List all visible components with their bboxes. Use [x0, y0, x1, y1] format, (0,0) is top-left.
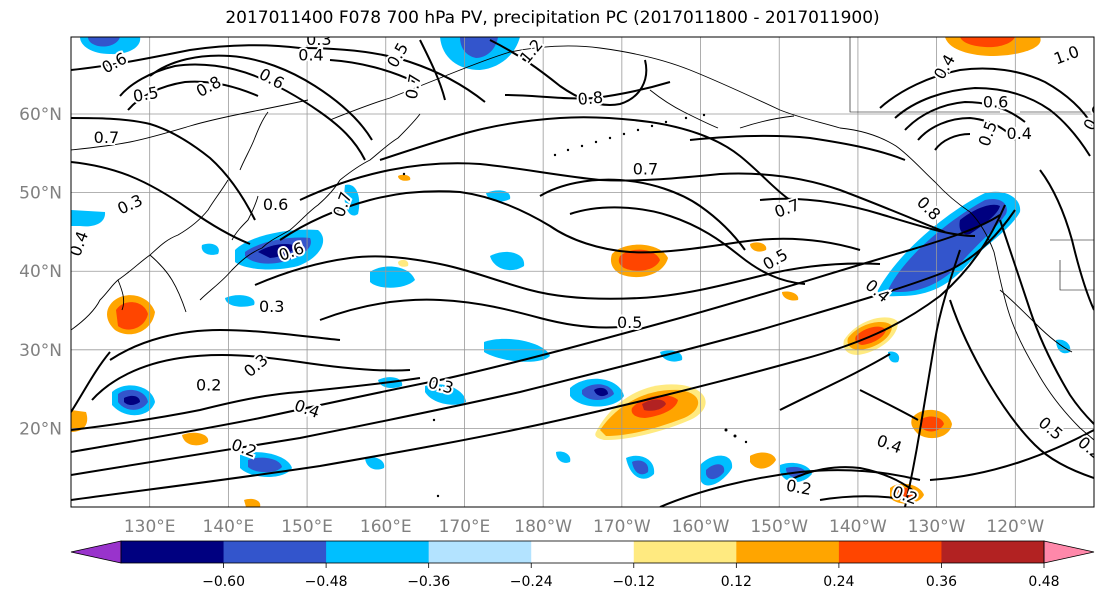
- lon-tick-label: 120°W: [986, 517, 1044, 537]
- lon-tick-label: 130°E: [124, 517, 176, 537]
- contour-label: 0.4: [298, 46, 323, 65]
- contour-label: 0.3: [306, 30, 331, 49]
- latitude-tick-labels: 60°N 50°N 40°N 30°N 20°N: [19, 105, 62, 439]
- coastlines: [71, 45, 1094, 441]
- contour-label: 0.3: [259, 297, 284, 316]
- colorbar-tick-label: 0.12: [721, 574, 752, 590]
- colorbar-tick-labels: −0.60 −0.48 −0.36 −0.24 −0.12 0.12 0.24 0.36 0.4…: [202, 563, 1060, 590]
- lon-tick-label: 160°W: [672, 517, 730, 537]
- longitude-tick-labels: 130°E 140°E 150°E 160°E 170°E 180°W 170°W 160°W…: [124, 517, 1045, 537]
- lat-tick-label: 20°N: [19, 419, 62, 439]
- contour-label: 0.6: [263, 195, 288, 214]
- colorbar-extend-min: [70, 540, 122, 564]
- colorbar-swatch: [121, 541, 225, 563]
- colorbar-tick-label: −0.60: [202, 574, 245, 590]
- lon-tick-label: 170°W: [593, 517, 651, 537]
- lon-tick-label: 180°W: [514, 517, 572, 537]
- colorbar-outline: [120, 540, 1045, 564]
- colorbar-tick-label: −0.36: [407, 574, 450, 590]
- contour-label: 0.4: [1007, 124, 1032, 143]
- contour-label: 0.2: [785, 476, 813, 499]
- colorbar: [70, 540, 1095, 564]
- contour-label: 0.6: [983, 93, 1008, 112]
- colorbar-tick-label: 0.48: [1028, 574, 1059, 590]
- colorbar-tick-label: −0.48: [305, 574, 348, 590]
- aleutian-islands: [402, 113, 748, 498]
- colorbar-tick-label: 0.24: [823, 574, 854, 590]
- contour-label: 0.7: [633, 160, 658, 179]
- lon-tick-label: 150°W: [750, 517, 808, 537]
- contour-label: 0.2: [196, 376, 221, 395]
- map-title: 2017011400 F078 700 hPa PV, precipitatio…: [225, 8, 880, 28]
- contour-label: 0.8: [577, 88, 604, 109]
- colorbar-swatch: [326, 541, 430, 563]
- colorbar-tick-label: −0.24: [510, 574, 553, 590]
- lon-tick-label: 130°W: [908, 517, 966, 537]
- colorbar-swatch: [941, 541, 1045, 563]
- lat-tick-label: 30°N: [19, 341, 62, 361]
- colorbar-swatch: [838, 541, 942, 563]
- lat-tick-label: 40°N: [19, 262, 62, 282]
- lon-tick-label: 150°E: [281, 517, 333, 537]
- map-frame: [70, 36, 1095, 508]
- lon-tick-label: 160°E: [360, 517, 412, 537]
- lon-tick-label: 140°W: [829, 517, 887, 537]
- colorbar-swatch: [223, 541, 327, 563]
- colorbar-swatch: [428, 541, 532, 563]
- colorbar-tick-label: 0.36: [926, 574, 957, 590]
- lat-tick-label: 60°N: [19, 105, 62, 125]
- colorbar-extend-max: [1043, 540, 1095, 564]
- contour-label: 0.5: [617, 313, 642, 332]
- contour-label: 0.4: [1094, 249, 1105, 277]
- contour-label: 0.7: [94, 128, 119, 147]
- colorbar-swatch: [736, 541, 840, 563]
- contour-label: 0.5: [132, 83, 160, 106]
- colorbar-tick-label: −0.12: [612, 574, 655, 590]
- colorbar-swatch: [633, 541, 737, 563]
- colorbar-swatch: [531, 541, 635, 563]
- graticule: [71, 37, 1094, 507]
- lon-tick-label: 140°E: [203, 517, 255, 537]
- pv-contours: [71, 39, 1094, 507]
- lat-tick-label: 50°N: [19, 184, 62, 204]
- lon-tick-label: 170°E: [439, 517, 491, 537]
